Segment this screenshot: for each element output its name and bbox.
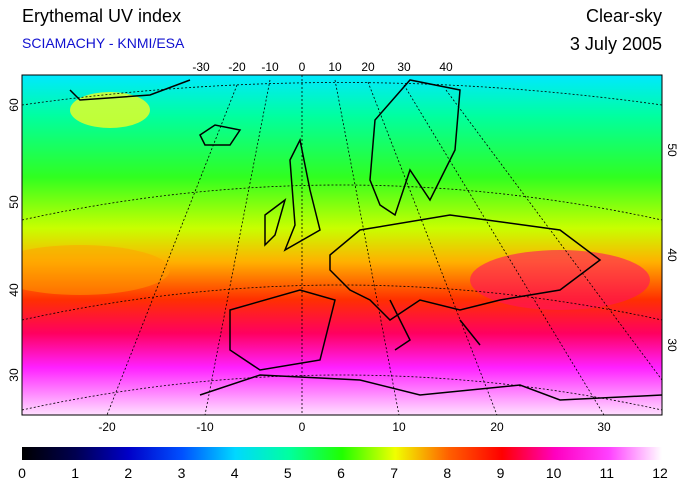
- uv-patch: [22, 245, 170, 295]
- lon-label: 10: [328, 60, 342, 74]
- lon-label: -20: [98, 420, 116, 434]
- colorbar-tick-label: 0: [18, 465, 26, 481]
- lon-label: 30: [397, 60, 411, 74]
- lon-label: 10: [392, 420, 406, 434]
- colorbar-tick-label: 1: [71, 465, 79, 481]
- lon-label: 20: [490, 420, 504, 434]
- colorbar-tick-label: 10: [546, 465, 562, 481]
- colorbar-tick-label: 3: [178, 465, 186, 481]
- lon-label: 0: [299, 60, 306, 74]
- lon-label: -30: [192, 60, 210, 74]
- colorbar: [22, 447, 662, 460]
- colorbar-tick-label: 8: [443, 465, 451, 481]
- lat-label: 50: [7, 195, 21, 209]
- colorbar-tick-label: 5: [284, 465, 292, 481]
- lat-label: 30: [7, 368, 21, 382]
- lon-label: -10: [196, 420, 214, 434]
- colorbar-tick-label: 2: [124, 465, 132, 481]
- lon-label: 0: [299, 420, 306, 434]
- colorbar-tick-label: 6: [337, 465, 345, 481]
- date: 3 July 2005: [570, 34, 662, 54]
- map: [22, 75, 662, 415]
- colorbar-tick-label: 7: [390, 465, 398, 481]
- colorbar-tick-label: 11: [600, 465, 615, 481]
- title: Erythemal UV index: [22, 6, 181, 26]
- lon-label: -20: [228, 60, 246, 74]
- lon-label: 40: [439, 60, 453, 74]
- colorbar-tick-label: 4: [231, 465, 239, 481]
- map-frame: [21, 74, 663, 416]
- graticule: [22, 75, 662, 415]
- lat-label: 40: [665, 248, 679, 262]
- lat-label: 50: [665, 143, 679, 157]
- lon-label: 20: [361, 60, 375, 74]
- coastlines: [69, 79, 662, 401]
- uv-patch: [470, 250, 650, 310]
- lat-label: 30: [665, 338, 679, 352]
- source: SCIAMACHY - KNMI/ESA: [22, 35, 185, 51]
- colorbar-tick-label: 9: [497, 465, 505, 481]
- colorbar-tick-label: 12: [652, 465, 668, 481]
- lat-label: 40: [7, 283, 21, 297]
- lon-label: -10: [261, 60, 279, 74]
- lon-label: 30: [597, 420, 611, 434]
- lat-label: 60: [7, 98, 21, 112]
- condition: Clear-sky: [586, 6, 662, 26]
- uv-patch: [70, 92, 150, 128]
